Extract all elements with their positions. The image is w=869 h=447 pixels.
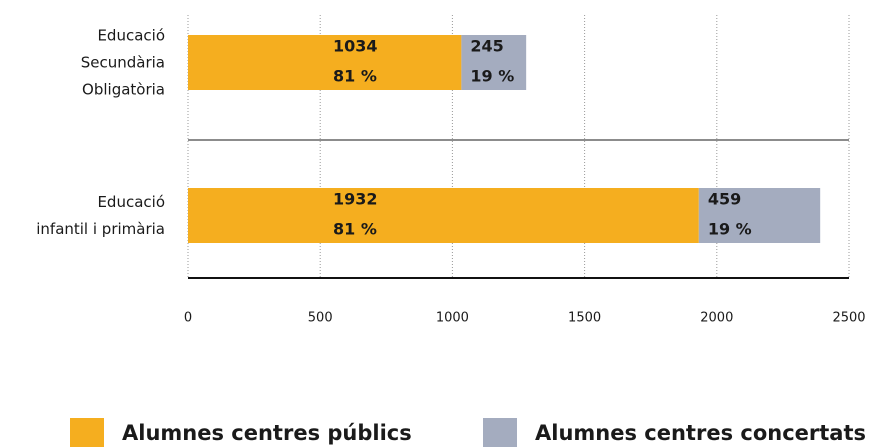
value-label: 245 — [470, 37, 503, 56]
legend-swatch — [70, 418, 104, 447]
bar-segment — [188, 188, 699, 243]
percent-label: 81 % — [333, 220, 377, 239]
category-line: Educació — [97, 26, 165, 44]
x-tick-label: 2500 — [832, 311, 865, 326]
legend-swatch — [483, 418, 517, 447]
percent-label: 19 % — [708, 220, 752, 239]
category-line: Secundària — [81, 53, 165, 71]
legend-label: Alumnes centres públics — [122, 421, 412, 445]
x-tick-label: 0 — [184, 311, 192, 326]
bar-segment — [188, 35, 462, 90]
category-line: Educació — [97, 193, 165, 211]
category-line: Obligatòria — [82, 80, 165, 98]
x-tick-label: 1000 — [436, 311, 469, 326]
x-tick-label: 1500 — [568, 311, 601, 326]
percent-label: 81 % — [333, 67, 377, 86]
category-label: Educació Secundària Obligatòria — [81, 26, 165, 98]
value-label: 1034 — [333, 37, 378, 56]
x-tick-label: 2000 — [700, 311, 733, 326]
legend-label: Alumnes centres concertats — [535, 421, 866, 445]
value-label: 1932 — [333, 190, 378, 209]
x-tick-label: 500 — [308, 311, 333, 326]
bar-segment — [461, 35, 527, 90]
value-label: 459 — [708, 190, 741, 209]
bar-segment — [698, 188, 821, 243]
category-line: infantil i primària — [36, 220, 165, 238]
percent-label: 19 % — [470, 67, 514, 86]
category-label: Educació infantil i primària — [36, 193, 165, 238]
